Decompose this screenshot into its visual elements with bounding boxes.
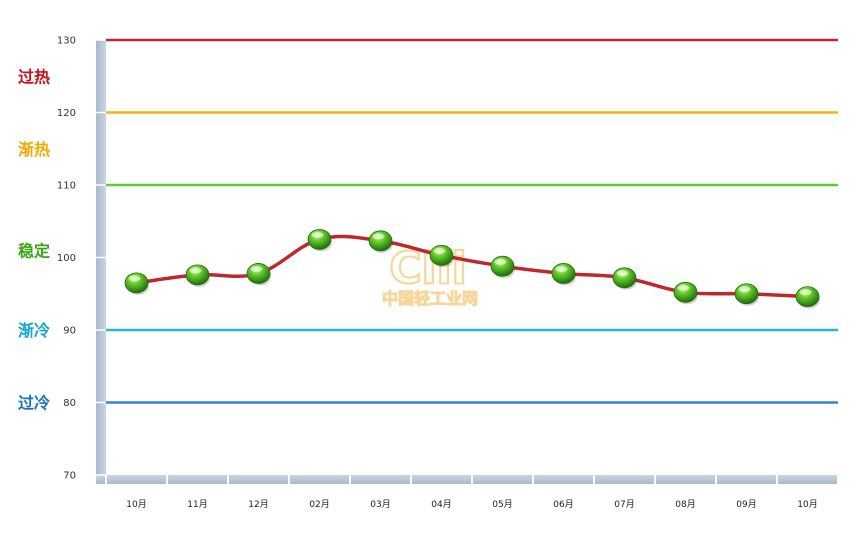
data-point-highlight <box>799 289 812 296</box>
x-tick-label: 04月 <box>431 499 451 510</box>
data-point-highlight <box>433 247 446 254</box>
y-tick-label: 120 <box>57 108 76 119</box>
data-point <box>734 283 759 306</box>
data-point <box>490 255 515 279</box>
y-tick-label: 130 <box>57 36 76 47</box>
data-point <box>307 228 332 252</box>
x-tick-label: 06月 <box>553 499 573 510</box>
y-tick-label: 110 <box>57 181 76 192</box>
data-point-highlight <box>555 265 568 272</box>
data-point <box>185 264 210 287</box>
x-tick-label: 10月 <box>126 499 146 510</box>
x-tick-label: 11月 <box>187 499 207 510</box>
y-tick-label: 90 <box>63 326 76 337</box>
data-point <box>429 244 454 268</box>
data-point-highlight <box>616 270 629 277</box>
y-axis-bar <box>96 40 106 483</box>
data-point-highlight <box>494 258 507 265</box>
data-point <box>551 263 576 286</box>
data-point-highlight <box>250 265 263 272</box>
x-tick-label: 10月 <box>797 499 817 510</box>
zone-label: 稳定 <box>18 241 50 260</box>
x-tick-label: 02月 <box>309 499 329 510</box>
x-tick-label: 07月 <box>614 499 634 510</box>
zone-label: 渐冷 <box>18 321 50 340</box>
watermark-text: 中国轻工业网 <box>382 289 478 308</box>
x-axis-bar <box>96 475 838 484</box>
data-point-highlight <box>189 267 202 274</box>
zone-label: 过冷 <box>18 394 50 413</box>
y-tick-label: 70 <box>63 471 76 482</box>
x-tick-label: 03月 <box>370 499 390 510</box>
data-point <box>795 286 820 309</box>
data-point-highlight <box>128 275 141 282</box>
x-tick-label: 05月 <box>492 499 512 510</box>
y-tick-label: 100 <box>57 253 76 264</box>
data-point-highlight <box>677 284 690 291</box>
data-point-highlight <box>372 233 385 240</box>
y-tick-label: 80 <box>63 398 76 409</box>
data-point-highlight <box>738 286 751 293</box>
series-line <box>136 234 808 299</box>
data-point <box>368 230 393 253</box>
data-point-highlight <box>311 231 324 238</box>
zone-label: 过热 <box>18 67 50 86</box>
data-point <box>612 267 637 290</box>
reference-lines <box>106 38 838 404</box>
x-axis-ticks: 10月 11月 12月 02月 03月 04月 05月 06月 07月 08月 09月 10月 <box>105 475 839 510</box>
y-axis-ticks: 130 120 110 100 90 80 70 <box>57 36 106 482</box>
data-point <box>246 263 271 286</box>
data-point <box>673 281 698 305</box>
series-markers <box>124 228 820 309</box>
x-tick-label: 12月 <box>248 499 268 510</box>
x-tick-label: 08月 <box>675 499 695 510</box>
data-point <box>124 272 149 295</box>
zone-label: 渐热 <box>18 140 50 159</box>
x-tick-label: 09月 <box>736 499 756 510</box>
